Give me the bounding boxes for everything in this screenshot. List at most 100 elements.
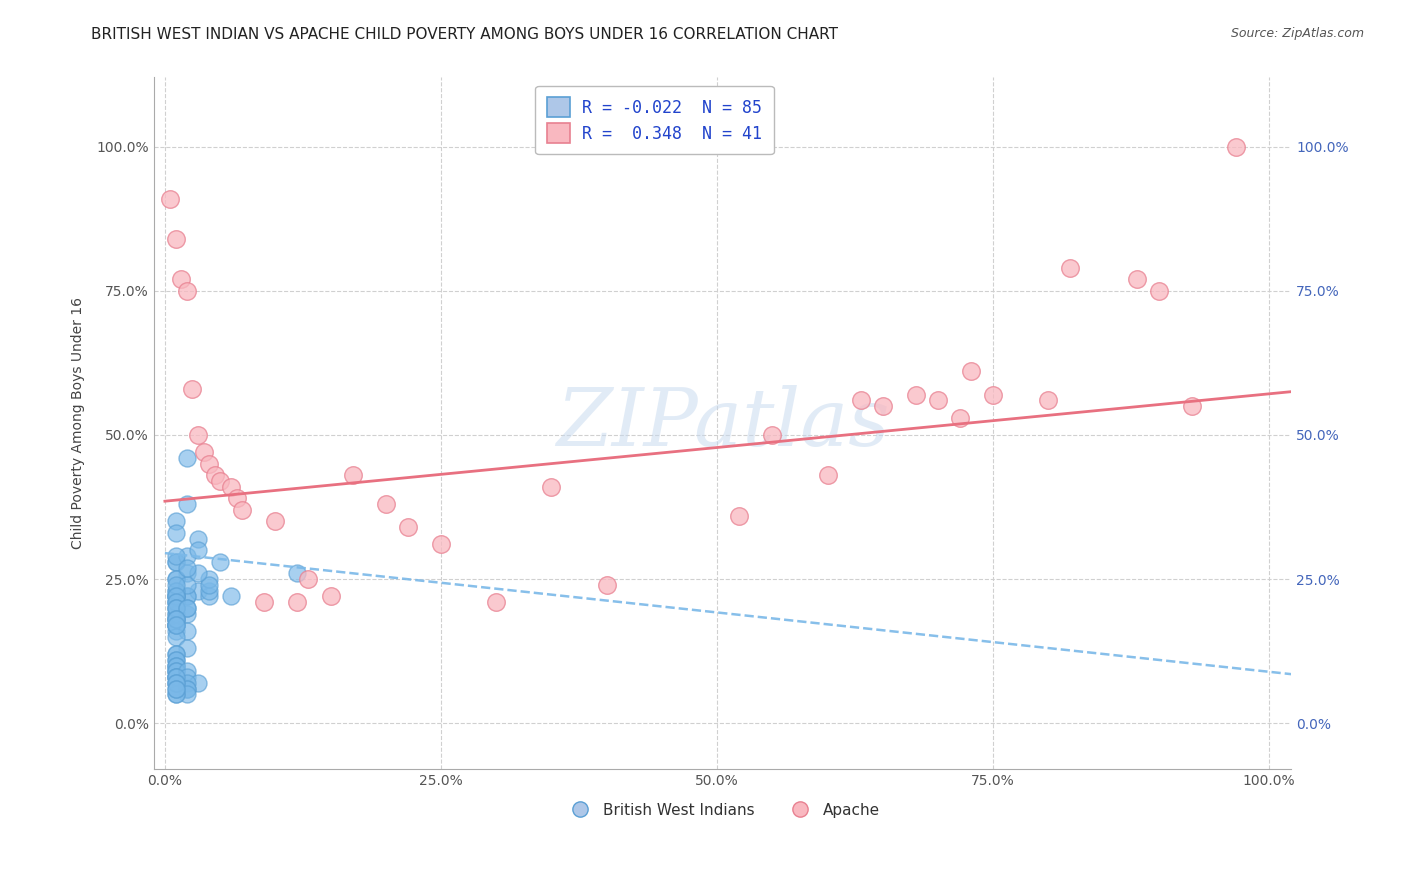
Point	[187, 428, 209, 442]
Point	[540, 480, 562, 494]
Point	[187, 543, 209, 558]
Point	[165, 658, 187, 673]
Point	[165, 607, 187, 621]
Point	[165, 612, 187, 626]
Point	[165, 555, 187, 569]
Point	[287, 566, 309, 581]
Point	[198, 578, 221, 592]
Point	[165, 687, 187, 701]
Point	[187, 583, 209, 598]
Point	[595, 578, 617, 592]
Point	[170, 272, 193, 286]
Point	[165, 232, 187, 246]
Point	[165, 590, 187, 604]
Point	[165, 515, 187, 529]
Point	[165, 572, 187, 586]
Point	[204, 468, 226, 483]
Point	[817, 468, 839, 483]
Point	[165, 618, 187, 632]
Point	[176, 450, 198, 465]
Point	[193, 445, 215, 459]
Point	[176, 566, 198, 581]
Point	[165, 665, 187, 679]
Point	[165, 681, 187, 696]
Point	[176, 641, 198, 656]
Point	[485, 595, 508, 609]
Point	[165, 658, 187, 673]
Point	[176, 600, 198, 615]
Point	[165, 600, 187, 615]
Point	[198, 572, 221, 586]
Point	[219, 590, 242, 604]
Point	[165, 590, 187, 604]
Point	[165, 618, 187, 632]
Point	[176, 600, 198, 615]
Point	[165, 549, 187, 563]
Point	[165, 590, 187, 604]
Point	[231, 503, 253, 517]
Point	[176, 560, 198, 574]
Point	[165, 607, 187, 621]
Point	[761, 428, 783, 442]
Point	[165, 670, 187, 684]
Point	[165, 681, 187, 696]
Point	[198, 457, 221, 471]
Point	[165, 618, 187, 632]
Point	[960, 364, 983, 378]
Point	[297, 572, 319, 586]
Point	[165, 595, 187, 609]
Point	[165, 572, 187, 586]
Point	[176, 675, 198, 690]
Point	[176, 549, 198, 563]
Point	[1147, 284, 1170, 298]
Point	[165, 612, 187, 626]
Point	[165, 624, 187, 638]
Point	[165, 675, 187, 690]
Point	[165, 578, 187, 592]
Text: Source: ZipAtlas.com: Source: ZipAtlas.com	[1230, 27, 1364, 40]
Point	[1125, 272, 1147, 286]
Point	[1181, 399, 1204, 413]
Point	[165, 612, 187, 626]
Point	[165, 647, 187, 661]
Point	[165, 630, 187, 644]
Point	[209, 555, 232, 569]
Point	[176, 665, 198, 679]
Point	[176, 607, 198, 621]
Point	[176, 590, 198, 604]
Point	[165, 590, 187, 604]
Point	[176, 681, 198, 696]
Text: BRITISH WEST INDIAN VS APACHE CHILD POVERTY AMONG BOYS UNDER 16 CORRELATION CHAR: BRITISH WEST INDIAN VS APACHE CHILD POVE…	[91, 27, 838, 42]
Point	[949, 410, 972, 425]
Point	[187, 532, 209, 546]
Point	[165, 687, 187, 701]
Point	[165, 618, 187, 632]
Point	[904, 387, 927, 401]
Point	[165, 612, 187, 626]
Point	[253, 595, 276, 609]
Point	[165, 583, 187, 598]
Point	[165, 555, 187, 569]
Point	[165, 675, 187, 690]
Point	[374, 497, 396, 511]
Point	[1059, 260, 1081, 275]
Point	[198, 583, 221, 598]
Point	[1225, 139, 1247, 153]
Text: ZIPatlas: ZIPatlas	[555, 384, 890, 462]
Point	[1038, 393, 1060, 408]
Point	[165, 658, 187, 673]
Point	[430, 537, 453, 551]
Point	[165, 675, 187, 690]
Y-axis label: Child Poverty Among Boys Under 16: Child Poverty Among Boys Under 16	[72, 297, 86, 549]
Point	[165, 665, 187, 679]
Point	[165, 618, 187, 632]
Point	[165, 653, 187, 667]
Point	[872, 399, 894, 413]
Point	[181, 382, 204, 396]
Point	[165, 670, 187, 684]
Point	[165, 670, 187, 684]
Point	[264, 515, 287, 529]
Point	[165, 670, 187, 684]
Point	[165, 583, 187, 598]
Point	[165, 600, 187, 615]
